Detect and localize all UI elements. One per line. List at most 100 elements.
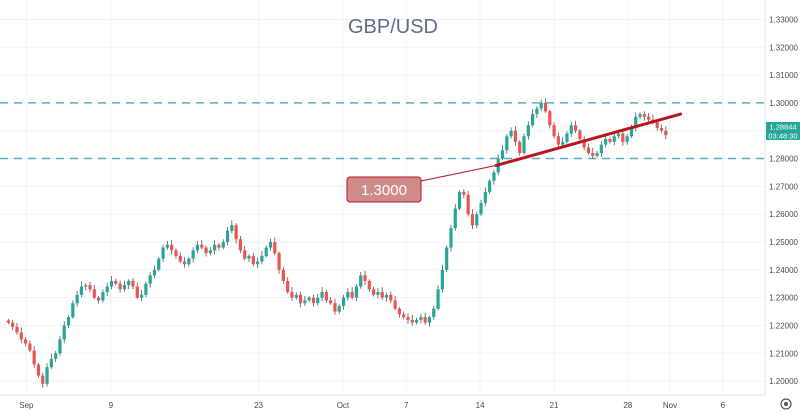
candle bbox=[157, 257, 161, 272]
candle bbox=[565, 131, 569, 144]
candle bbox=[170, 239, 174, 255]
candle bbox=[341, 294, 346, 310]
candle bbox=[41, 372, 45, 388]
price-axis: 1.330001.320001.310001.300001.290001.280… bbox=[769, 15, 798, 386]
candle bbox=[71, 300, 75, 319]
candle bbox=[466, 190, 470, 217]
candle bbox=[625, 134, 629, 145]
last-price-label: 1.28844 bbox=[769, 123, 796, 132]
x-tick-label: 9 bbox=[109, 401, 114, 410]
candle bbox=[414, 317, 419, 325]
candle bbox=[513, 126, 518, 146]
x-tick-label: Nov bbox=[663, 401, 677, 410]
candle bbox=[58, 336, 62, 356]
candle bbox=[500, 145, 505, 161]
candle bbox=[28, 340, 32, 353]
candle bbox=[101, 289, 105, 303]
candle bbox=[552, 122, 556, 139]
y-tick-label: 1.30000 bbox=[769, 99, 798, 108]
candle bbox=[105, 282, 109, 296]
candle bbox=[230, 220, 234, 234]
candle bbox=[608, 137, 612, 144]
candle bbox=[556, 132, 560, 149]
candle bbox=[161, 244, 165, 263]
candle bbox=[320, 287, 324, 302]
x-tick-label: Oct bbox=[337, 401, 350, 410]
candle bbox=[88, 281, 92, 293]
candle bbox=[268, 238, 273, 251]
price-badge: 1.28844 03:48:30 bbox=[766, 122, 800, 141]
candle bbox=[260, 250, 264, 265]
candle bbox=[638, 112, 642, 120]
candle bbox=[234, 223, 238, 244]
y-tick-label: 1.21000 bbox=[769, 349, 798, 358]
candle bbox=[535, 106, 539, 118]
candles bbox=[6, 98, 668, 388]
candle bbox=[440, 264, 444, 293]
x-tick-label: 21 bbox=[550, 401, 559, 410]
x-tick-label: 14 bbox=[476, 401, 485, 410]
candle bbox=[84, 282, 88, 291]
candle bbox=[97, 295, 101, 304]
countdown-label: 03:48:30 bbox=[768, 132, 797, 141]
candle bbox=[187, 257, 191, 267]
y-tick-label: 1.28000 bbox=[769, 155, 798, 164]
candle bbox=[11, 319, 15, 331]
candle bbox=[389, 291, 393, 304]
candle bbox=[410, 314, 414, 326]
y-tick-label: 1.22000 bbox=[769, 321, 798, 330]
callout-pointer bbox=[420, 165, 497, 182]
candle bbox=[376, 288, 380, 299]
candle bbox=[509, 127, 513, 139]
candle bbox=[36, 362, 41, 378]
y-tick-label: 1.32000 bbox=[769, 43, 798, 52]
candle bbox=[354, 284, 359, 301]
candle bbox=[213, 240, 217, 255]
candle bbox=[664, 126, 668, 140]
candle bbox=[182, 257, 187, 268]
candle bbox=[604, 134, 608, 148]
y-tick-label: 1.27000 bbox=[769, 182, 798, 191]
candle bbox=[303, 295, 307, 306]
candle bbox=[66, 315, 71, 329]
candle bbox=[367, 279, 371, 293]
y-tick-label: 1.31000 bbox=[769, 71, 798, 80]
candle bbox=[359, 272, 363, 289]
candle bbox=[642, 111, 646, 121]
candle bbox=[453, 204, 457, 231]
trendline bbox=[494, 112, 683, 168]
settings-gear-icon[interactable] bbox=[780, 398, 792, 410]
y-tick-label: 1.24000 bbox=[769, 266, 798, 275]
candle bbox=[79, 281, 84, 298]
candle bbox=[573, 120, 578, 133]
candle bbox=[659, 124, 664, 133]
candle bbox=[591, 147, 595, 160]
candle bbox=[333, 298, 337, 315]
x-tick-label: 23 bbox=[254, 401, 263, 410]
candle bbox=[256, 257, 260, 269]
candle bbox=[363, 270, 367, 285]
candle bbox=[208, 247, 212, 256]
candle bbox=[531, 109, 535, 128]
candle bbox=[225, 226, 230, 246]
candle bbox=[329, 297, 333, 305]
candle bbox=[372, 286, 376, 297]
candle bbox=[526, 121, 530, 140]
callout-box bbox=[346, 176, 422, 203]
candle bbox=[247, 254, 251, 263]
candle bbox=[273, 237, 277, 256]
candle bbox=[92, 284, 96, 300]
candle bbox=[281, 267, 285, 284]
y-tick-label: 1.25000 bbox=[769, 238, 798, 247]
candle bbox=[139, 289, 144, 301]
candle bbox=[135, 282, 139, 300]
candle bbox=[19, 327, 23, 344]
candle bbox=[221, 239, 225, 250]
candle bbox=[324, 289, 328, 304]
candle bbox=[432, 305, 436, 320]
candle bbox=[384, 292, 389, 302]
candle bbox=[483, 187, 487, 207]
candle bbox=[54, 351, 58, 363]
candle bbox=[436, 285, 440, 311]
